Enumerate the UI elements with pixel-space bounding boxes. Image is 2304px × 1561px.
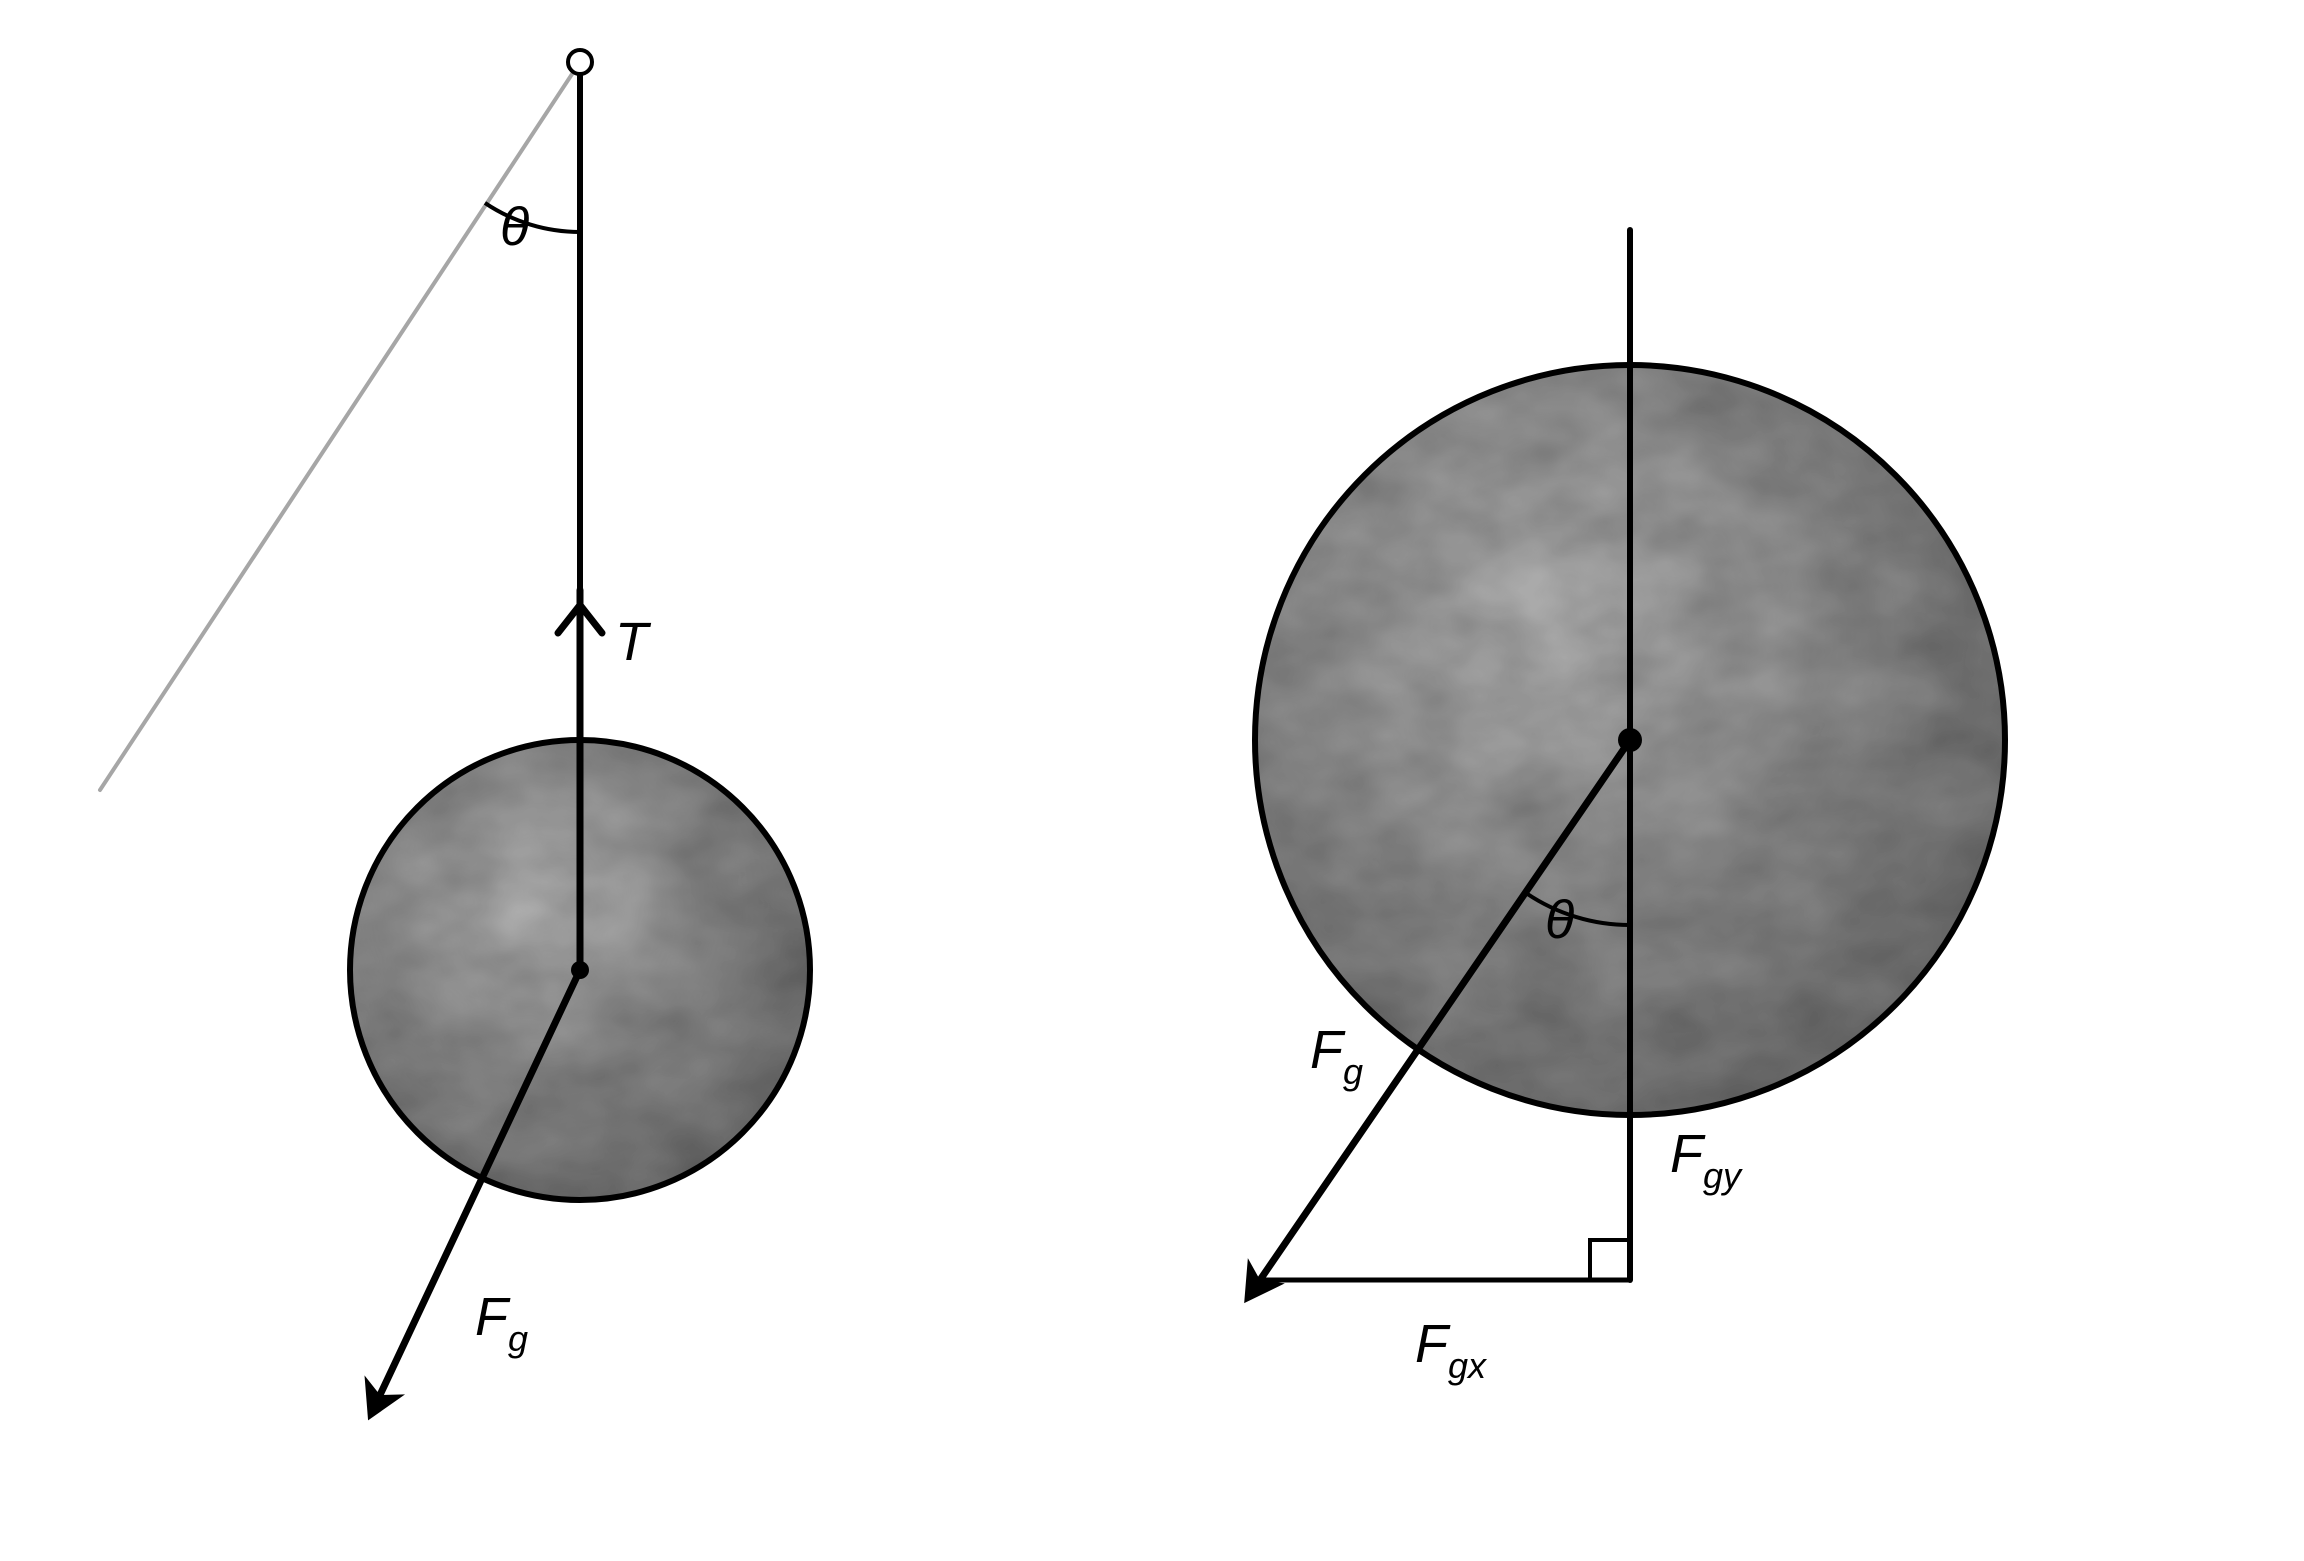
left-pivot bbox=[568, 50, 592, 74]
left-tension-label: T bbox=[615, 612, 652, 672]
left-fg-label: Fg bbox=[475, 1287, 528, 1359]
right-theta-label: θ bbox=[1545, 890, 1574, 950]
right-fgy-label: Fgy bbox=[1670, 1124, 1743, 1196]
right-fgx-label: Fgx bbox=[1415, 1314, 1488, 1386]
left-theta-label: θ bbox=[500, 197, 529, 257]
right-angle-marker bbox=[1590, 1240, 1630, 1280]
right-fg-label: Fg bbox=[1310, 1020, 1363, 1092]
left-reference-line bbox=[100, 62, 580, 790]
